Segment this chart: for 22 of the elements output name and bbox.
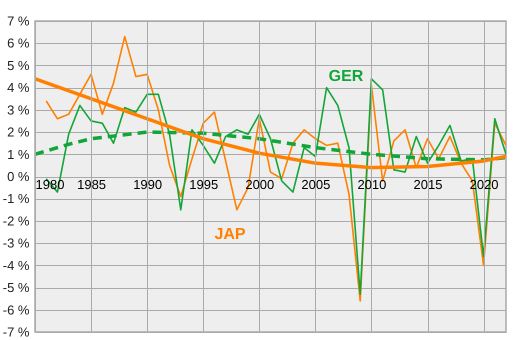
y-tick-label: 3 % xyxy=(7,102,30,118)
x-tick-label: 1990 xyxy=(133,177,162,192)
y-tick-label: -6 % xyxy=(2,302,30,318)
y-tick-label: 1 % xyxy=(7,146,30,162)
y-tick-label: 2 % xyxy=(7,124,30,140)
series-label: JAP xyxy=(214,226,246,243)
y-tick-label: 4 % xyxy=(7,80,30,96)
x-tick-label: 1985 xyxy=(77,177,106,192)
y-tick-label: 6 % xyxy=(7,36,30,51)
x-tick-label: 2005 xyxy=(301,177,330,192)
y-tick-label: 5 % xyxy=(7,58,30,73)
series-label: GER xyxy=(328,68,364,85)
y-tick-label: -7 % xyxy=(2,324,30,340)
y-tick-label: -1 % xyxy=(2,191,30,206)
y-tick-label: 0 % xyxy=(7,169,30,184)
y-tick-label: -2 % xyxy=(2,213,30,228)
y-tick-label: -5 % xyxy=(2,280,30,296)
y-tick-label: -3 % xyxy=(2,236,30,251)
y-tick-label: 7 % xyxy=(7,14,30,28)
x-tick-label: 1995 xyxy=(189,177,218,192)
x-tick-label: 2015 xyxy=(414,177,442,192)
y-tick-label: -4 % xyxy=(2,258,30,273)
